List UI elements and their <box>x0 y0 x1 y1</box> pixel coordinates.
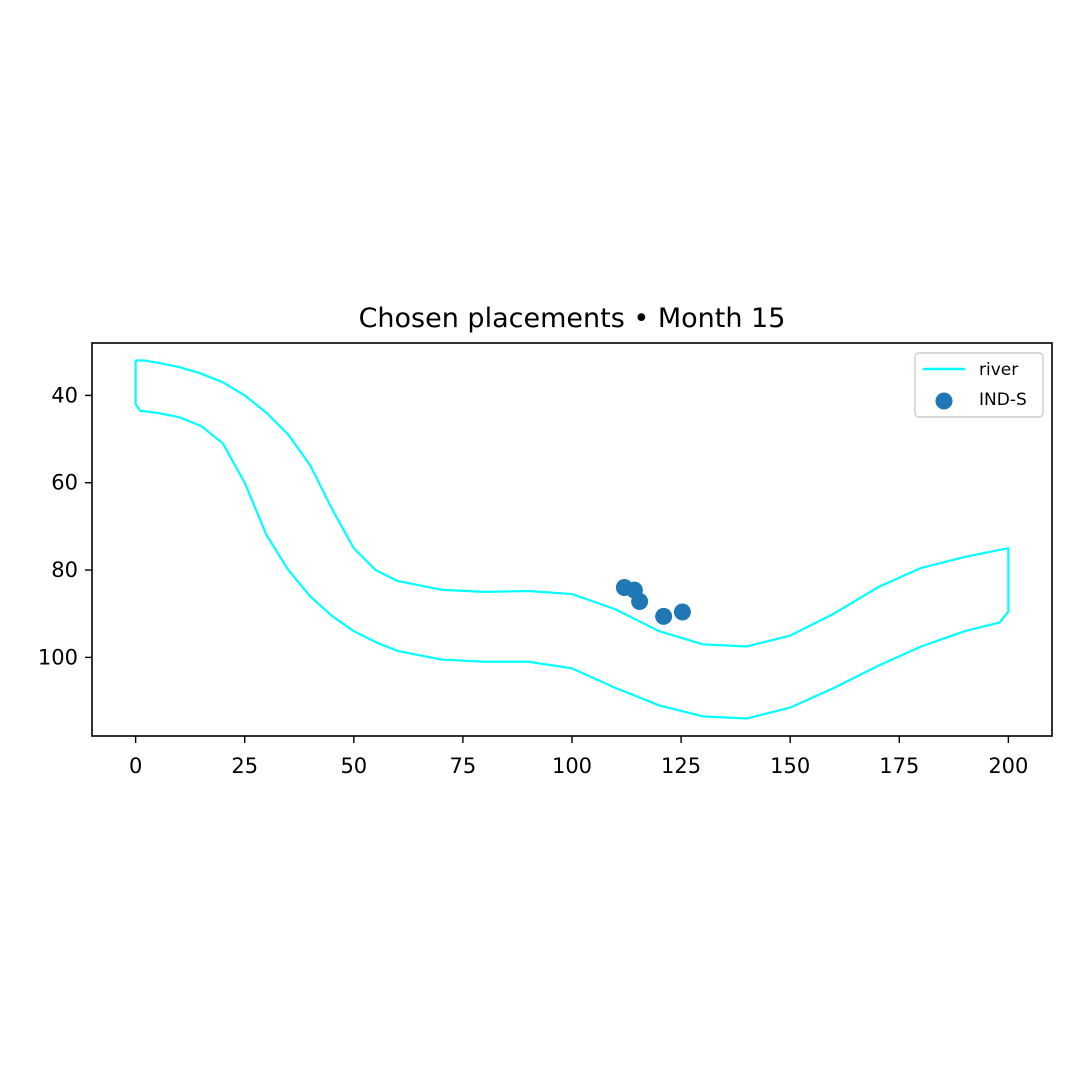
x-tick-label: 50 <box>340 754 367 778</box>
x-tick-label: 200 <box>988 754 1028 778</box>
x-tick-label: 0 <box>129 754 142 778</box>
legend: river IND-S <box>914 352 1044 418</box>
x-tick-label: 150 <box>770 754 810 778</box>
legend-point-marker <box>935 392 953 410</box>
x-tick-label: 75 <box>450 754 477 778</box>
x-tick-label: 125 <box>661 754 701 778</box>
y-tick-label: 100 <box>38 645 78 669</box>
axes: 0 25 50 75 100 125 150 175 200 40 60 80 100 <box>38 342 1053 778</box>
axes-frame <box>91 342 1053 737</box>
x-tick-label: 25 <box>231 754 258 778</box>
chart-title: Chosen placements • Month 15 <box>359 303 786 334</box>
series-group <box>134 359 1010 720</box>
plot-area <box>134 359 1010 720</box>
scatter-point <box>631 593 649 611</box>
scatter-point <box>655 607 673 625</box>
series-line-river <box>134 359 1010 720</box>
y-tick-label: 80 <box>51 558 78 582</box>
legend-label: IND-S <box>979 390 1027 410</box>
y-tick-label: 40 <box>51 383 78 407</box>
x-tick-label: 100 <box>552 754 592 778</box>
y-tick-label: 60 <box>51 471 78 495</box>
x-tick-label: 175 <box>879 754 919 778</box>
scatter-point <box>673 603 691 621</box>
legend-label: river <box>979 360 1018 380</box>
